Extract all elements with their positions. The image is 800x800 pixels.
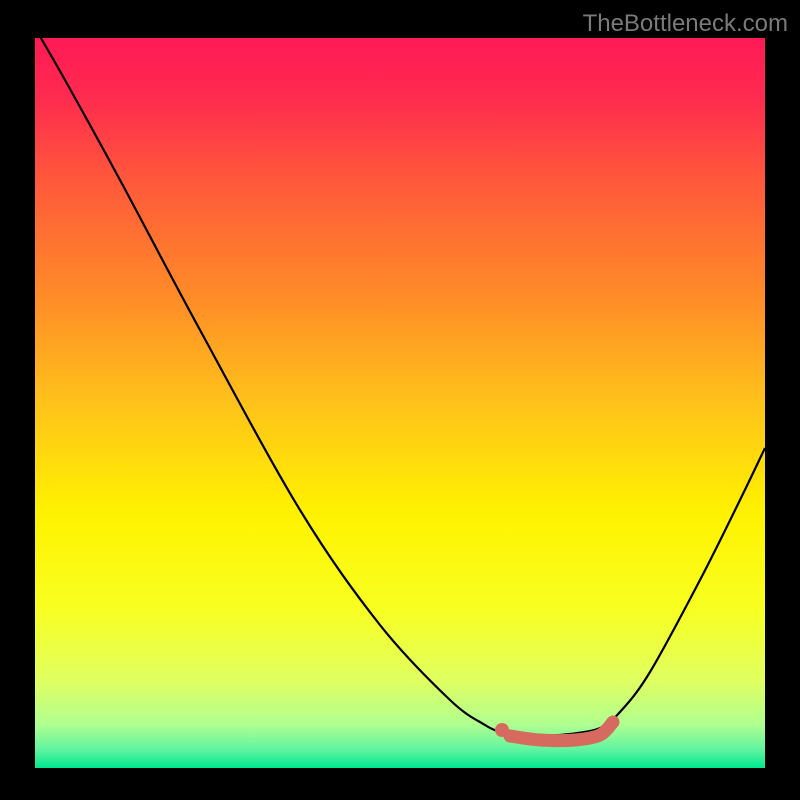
bottleneck-chart bbox=[0, 0, 800, 800]
plot-background-gradient bbox=[35, 38, 765, 768]
optimal-point-marker bbox=[495, 723, 509, 737]
watermark-text: TheBottleneck.com bbox=[583, 10, 788, 38]
chart-container: TheBottleneck.com bbox=[0, 0, 800, 800]
